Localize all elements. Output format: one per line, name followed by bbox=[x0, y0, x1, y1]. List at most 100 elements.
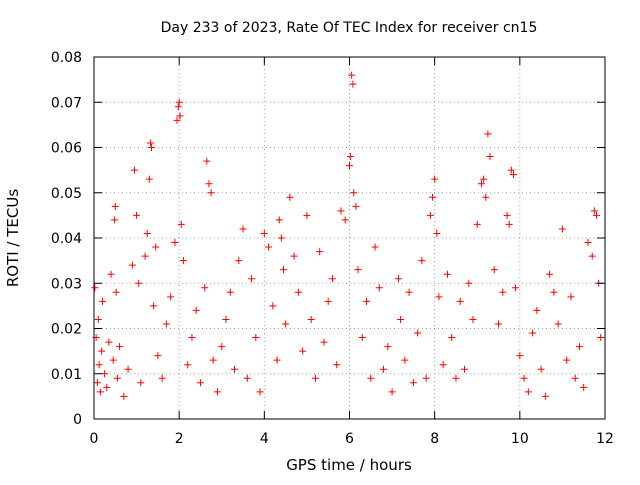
data-point bbox=[486, 153, 494, 161]
data-point bbox=[567, 293, 575, 301]
data-point bbox=[456, 297, 464, 305]
data-point bbox=[480, 175, 488, 183]
data-point bbox=[147, 139, 155, 147]
data-point bbox=[96, 388, 104, 396]
data-point bbox=[482, 193, 490, 201]
data-point bbox=[341, 216, 349, 224]
data-point bbox=[503, 211, 511, 219]
data-point bbox=[103, 383, 111, 391]
data-point bbox=[546, 270, 554, 278]
data-point bbox=[324, 297, 332, 305]
data-point bbox=[363, 297, 371, 305]
data-point bbox=[505, 220, 513, 228]
data-point bbox=[273, 356, 281, 364]
data-point bbox=[358, 334, 366, 342]
data-point bbox=[176, 112, 184, 120]
data-point bbox=[512, 284, 520, 292]
ticks-layer bbox=[93, 56, 606, 420]
data-point bbox=[196, 379, 204, 387]
data-point bbox=[243, 374, 251, 382]
data-point bbox=[346, 162, 353, 170]
data-point bbox=[154, 352, 162, 360]
data-point bbox=[435, 293, 443, 301]
data-point bbox=[124, 365, 132, 373]
data-point bbox=[311, 374, 319, 382]
data-point bbox=[484, 130, 492, 138]
data-point bbox=[460, 365, 468, 373]
data-point bbox=[452, 374, 460, 382]
data-point bbox=[158, 374, 166, 382]
data-point bbox=[431, 175, 439, 183]
y-tick-label: 0.05 bbox=[51, 186, 82, 202]
data-point bbox=[111, 202, 119, 210]
data-point bbox=[499, 288, 507, 296]
data-point bbox=[524, 388, 532, 396]
data-point bbox=[141, 252, 149, 260]
data-point bbox=[116, 343, 124, 351]
data-point bbox=[184, 361, 192, 369]
data-point bbox=[167, 293, 175, 301]
data-point bbox=[478, 180, 486, 188]
data-point bbox=[422, 374, 430, 382]
data-point bbox=[294, 288, 302, 296]
data-point bbox=[354, 266, 362, 274]
data-point bbox=[409, 379, 417, 387]
data-point bbox=[203, 157, 211, 165]
data-point bbox=[448, 334, 456, 342]
data-point bbox=[133, 211, 141, 219]
data-point bbox=[529, 329, 537, 337]
y-tick-label: 0.03 bbox=[51, 276, 82, 292]
x-tick-label: 12 bbox=[596, 431, 614, 447]
y-tick-label: 0.01 bbox=[51, 367, 82, 383]
y-tick-label: 0.08 bbox=[51, 50, 82, 66]
data-point bbox=[275, 216, 283, 224]
data-point bbox=[433, 229, 441, 237]
y-tick-label: 0.04 bbox=[51, 231, 82, 247]
data-point bbox=[509, 171, 517, 179]
data-point bbox=[282, 320, 290, 328]
data-point bbox=[384, 343, 392, 351]
data-point bbox=[173, 116, 181, 124]
data-point bbox=[367, 374, 375, 382]
data-point bbox=[375, 284, 383, 292]
data-point bbox=[550, 288, 558, 296]
data-point bbox=[558, 225, 566, 233]
data-point bbox=[469, 315, 477, 323]
data-point bbox=[130, 166, 138, 174]
data-point bbox=[207, 189, 215, 197]
data-point bbox=[101, 370, 109, 378]
data-point bbox=[516, 352, 524, 360]
y-tick-label: 0.02 bbox=[51, 322, 82, 338]
data-point bbox=[349, 80, 357, 88]
data-point bbox=[346, 153, 354, 161]
data-point bbox=[107, 270, 115, 278]
data-point bbox=[328, 275, 336, 283]
data-point bbox=[290, 252, 298, 260]
data-point bbox=[320, 338, 328, 346]
data-point bbox=[388, 388, 396, 396]
data-point bbox=[279, 266, 287, 274]
data-point bbox=[495, 320, 503, 328]
data-point bbox=[580, 383, 588, 391]
data-point bbox=[520, 374, 528, 382]
data-point bbox=[248, 275, 256, 283]
data-point bbox=[380, 365, 388, 373]
data-point bbox=[137, 379, 145, 387]
data-point bbox=[98, 347, 106, 355]
data-point bbox=[465, 279, 473, 287]
data-point bbox=[128, 261, 136, 269]
data-point bbox=[171, 239, 179, 247]
chart-title: Day 233 of 2023, Rate Of TEC Index for r… bbox=[161, 20, 538, 36]
data-point bbox=[350, 189, 358, 197]
data-point bbox=[113, 374, 121, 382]
data-point bbox=[179, 257, 187, 265]
data-point bbox=[414, 329, 422, 337]
data-point bbox=[110, 216, 118, 224]
data-point bbox=[218, 343, 226, 351]
y-tick-label: 0.06 bbox=[51, 141, 82, 157]
data-point bbox=[537, 365, 545, 373]
data-points bbox=[91, 71, 605, 400]
y-tick-label: 0.07 bbox=[51, 95, 82, 111]
data-point bbox=[213, 388, 221, 396]
